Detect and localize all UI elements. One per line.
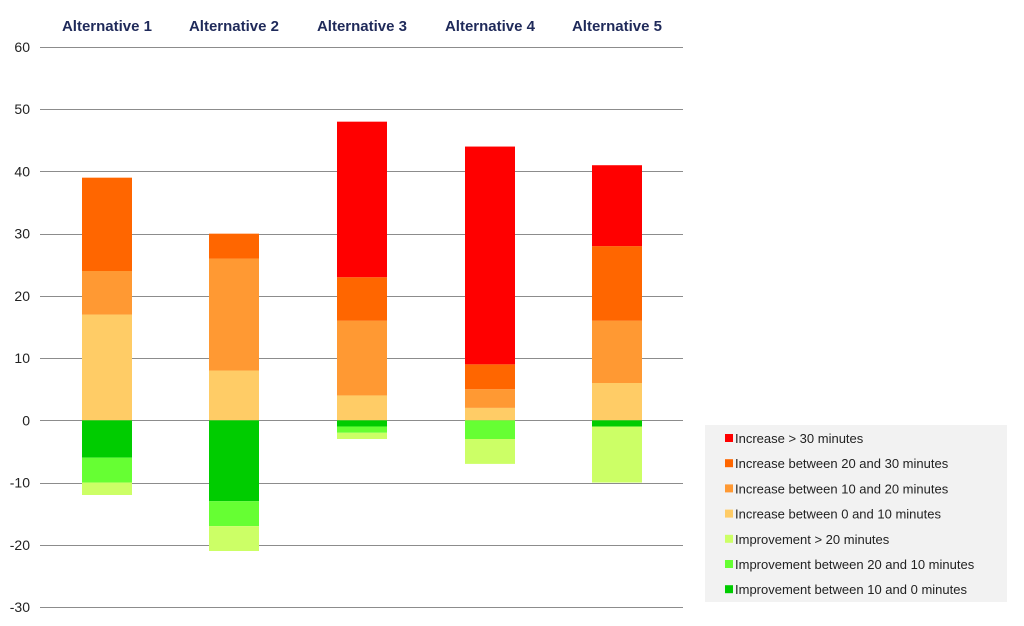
y-tick-label: -30 [10,599,30,615]
bar-segment [337,121,387,278]
bar-segment [337,320,387,396]
legend-label: Improvement > 20 minutes [735,532,890,547]
bar-segment [592,320,642,383]
bar-segment [465,439,515,464]
y-tick-label: 10 [14,350,30,366]
y-tick-label: 0 [22,412,30,428]
bar-segment [82,271,132,315]
bar-segment [209,370,259,421]
category-label: Alternative 5 [572,18,662,35]
legend: Increase > 30 minutes Increase between 20… [705,425,1007,602]
bar-segment [337,420,387,427]
bar-segment [82,314,132,421]
bar-segment [209,420,259,502]
legend-swatch [725,459,733,468]
bar-segment [82,457,132,483]
category-labels: Alternative 1 Alternative 2 Alternative 3 A… [62,18,662,35]
y-tick-label: 40 [14,163,30,179]
bar-segment [337,432,387,439]
legend-box [705,425,1007,602]
bar-segment [337,395,387,421]
bar-segment [592,165,642,247]
bar-segment [82,420,132,458]
y-tick-label: 50 [14,101,30,117]
bar-segment [465,407,515,421]
bars [82,121,642,551]
bar-segment [465,364,515,390]
y-axis-tick-labels: 60 50 40 30 20 10 0 -10 -20 -30 [10,39,30,615]
y-tick-label: -10 [10,475,30,491]
bar-segment [592,426,642,483]
legend-swatch [725,509,733,518]
y-tick-label: -20 [10,537,30,553]
bar-segment [209,258,259,371]
bar-segment [592,420,642,427]
bar-segment [465,146,515,365]
bar-segment [465,389,515,408]
legend-label: Increase between 20 and 30 minutes [735,456,949,471]
bar-segment [209,233,259,259]
bar-segment [82,482,132,495]
bar-segment [209,526,259,551]
legend-swatch [725,434,733,442]
category-label: Alternative 3 [317,18,407,35]
bar-segment [592,246,642,321]
legend-label: Improvement between 20 and 10 minutes [735,557,975,572]
category-label: Alternative 4 [445,18,536,35]
bar-segment [209,501,259,527]
legend-label: Increase between 10 and 20 minutes [735,481,949,496]
category-label: Alternative 1 [62,18,152,35]
bar-segment [592,383,642,421]
legend-swatch [725,585,733,594]
category-label: Alternative 2 [189,18,279,35]
bar-segment [337,277,387,321]
y-tick-label: 20 [14,288,30,304]
legend-swatch [725,534,733,543]
bar-segment [337,426,387,433]
y-tick-label: 30 [14,226,30,242]
legend-label: Increase between 0 and 10 minutes [735,507,941,522]
y-tick-label: 60 [14,39,30,55]
bar-segment [82,177,132,271]
legend-swatch [725,484,733,493]
legend-label: Increase > 30 minutes [735,431,864,446]
bar-segment [465,420,515,439]
legend-label: Improvement between 10 and 0 minutes [735,582,967,597]
legend-swatch [725,560,733,568]
